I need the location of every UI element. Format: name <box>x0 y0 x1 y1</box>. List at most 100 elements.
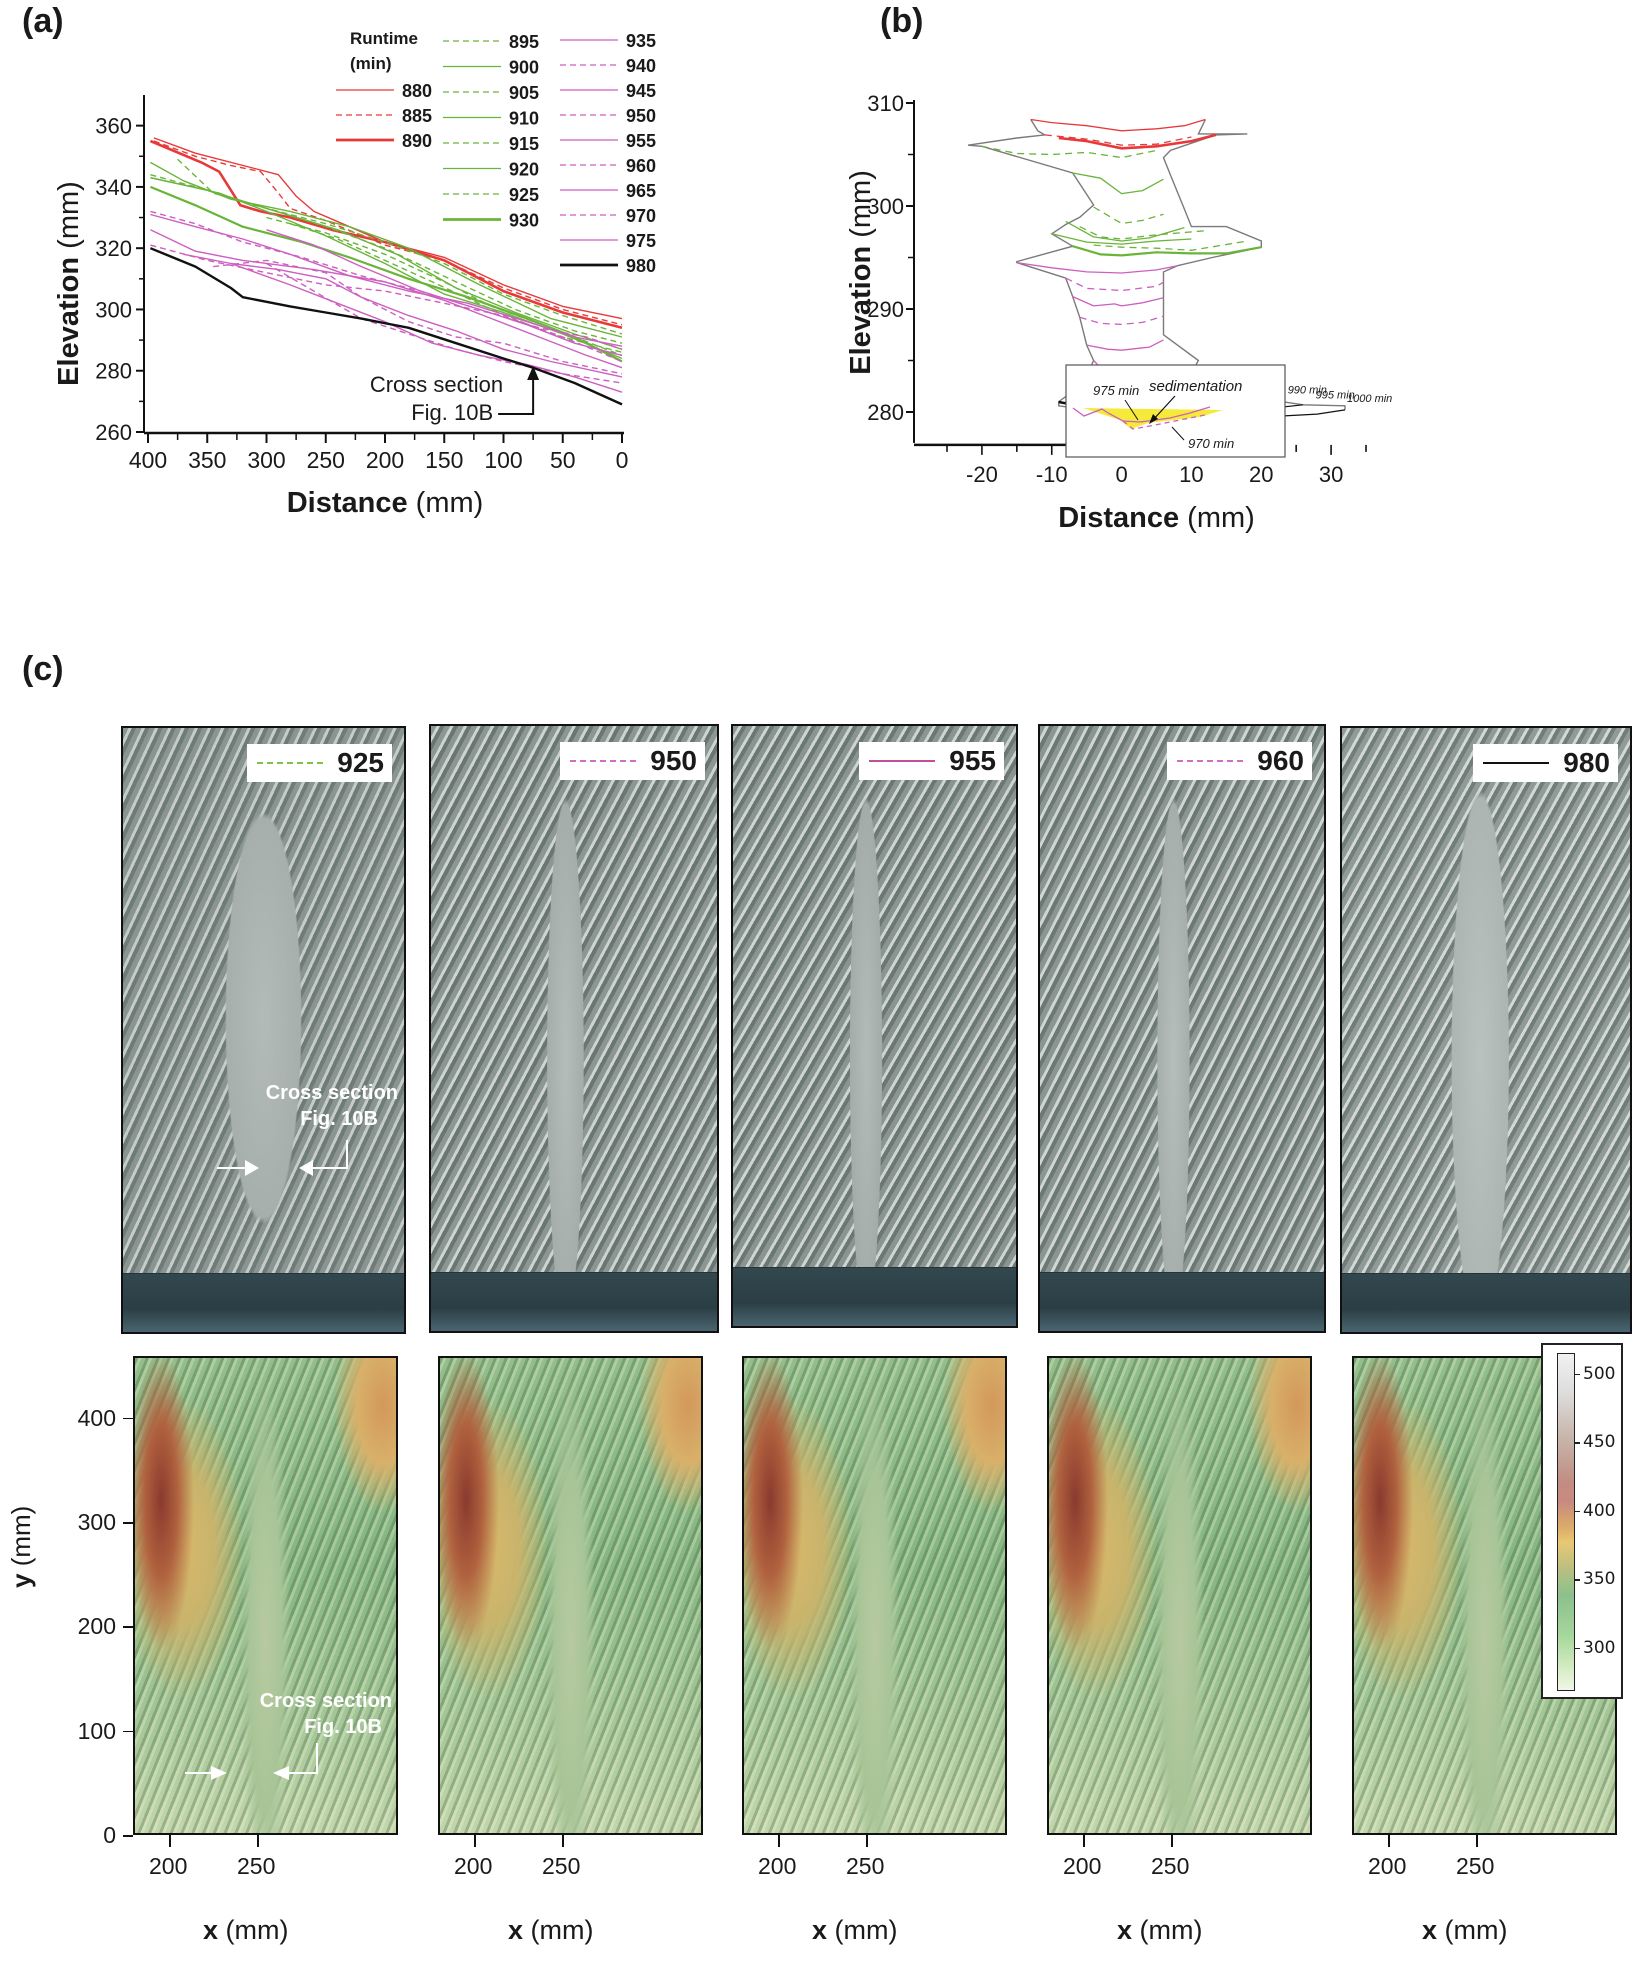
arrow-left-head <box>299 1160 313 1176</box>
legend-label-890: 890 <box>402 131 432 151</box>
y-tick-label: 280 <box>867 400 904 425</box>
photo-terrain <box>1342 728 1630 1332</box>
experiment-photo-950: 950 <box>429 724 719 1333</box>
colorbar-tick-label: 350 <box>1583 1569 1616 1590</box>
x-tick-label: 50 <box>550 447 576 473</box>
photo-basin-strip <box>123 1273 404 1332</box>
series-line-920 <box>1051 233 1192 245</box>
series-line-900 <box>1072 172 1164 195</box>
series-line-940 <box>1065 277 1164 292</box>
series-line-930 <box>149 185 623 363</box>
x-axis-label-bold: Distance <box>287 487 416 519</box>
annotation-leader <box>498 377 535 415</box>
cross-section-arrows <box>217 1140 348 1176</box>
legend-label-895: 895 <box>509 32 539 52</box>
dem-x-axis-label-unit: (mm) <box>834 1915 898 1945</box>
photo-terrain <box>1040 726 1324 1331</box>
colorbar-tick <box>1574 1510 1580 1513</box>
runtime-tag: 925 <box>247 744 392 782</box>
legend-label-880: 880 <box>402 81 432 101</box>
dem-x-axis-label: x (mm) <box>203 1915 289 1946</box>
dem-y-tick-label: 200 <box>77 1613 116 1640</box>
dem-x-axis-label-bold: x <box>812 1915 828 1945</box>
y-tick-label: 340 <box>95 175 132 200</box>
photo-terrain <box>431 726 717 1331</box>
colorbar-tick-label: 300 <box>1583 1637 1616 1658</box>
photo-basin-strip <box>431 1272 717 1331</box>
y-axis-label-unit: (mm) <box>53 181 85 249</box>
dem-x-tick <box>257 1835 259 1847</box>
dem-y-tick-label: 100 <box>77 1717 116 1744</box>
runtime-tag-swatch <box>570 760 637 762</box>
inset-label-sedimentation: sedimentation <box>1149 378 1242 395</box>
x-tick-label: 250 <box>307 447 345 473</box>
series-line-960 <box>213 259 623 375</box>
dem-x-axis-label: x (mm) <box>1117 1915 1203 1946</box>
dem-y-axis-label: y (mm) <box>6 1506 37 1588</box>
series-line-915 <box>1079 226 1206 240</box>
experiment-photo-960: 960 <box>1038 724 1326 1333</box>
dem-y-tick <box>123 1835 133 1837</box>
y-axis-label-bold: Elevation <box>53 249 85 386</box>
series-line-955 <box>150 229 623 369</box>
dem-y-axis-label-unit: (mm) <box>6 1505 36 1567</box>
y-axis-label-bold: Elevation <box>845 238 877 375</box>
dem-y-axis-label-bold: y <box>6 1573 36 1588</box>
legend-label-920: 920 <box>509 160 539 180</box>
y-tick-label: 320 <box>95 236 132 261</box>
series-line-880 <box>1030 118 1206 132</box>
dem-x-axis-label: x (mm) <box>812 1915 898 1946</box>
legend-label-975: 975 <box>626 231 656 251</box>
x-tick-label: 150 <box>425 447 463 473</box>
dem-x-axis-label-bold: x <box>1117 1915 1133 1945</box>
arrow-left-shaft <box>311 1140 348 1169</box>
x-tick-label: 30 <box>1319 462 1343 487</box>
colorbar-tick <box>1574 1579 1580 1581</box>
legend-label-955: 955 <box>626 131 656 151</box>
inset-leader-970 <box>1171 426 1185 441</box>
series-line-950 <box>150 244 623 363</box>
dem-x-tick-label: 200 <box>758 1853 797 1879</box>
y-tick-label: 310 <box>867 91 904 116</box>
dem-y-tick <box>123 1417 133 1420</box>
note-line-2: Fig. 10B <box>300 1108 378 1130</box>
colorbar-gradient <box>1557 1353 1575 1691</box>
series-line-950 <box>1079 315 1164 326</box>
inset-arrowhead <box>1149 414 1158 424</box>
series-line-975 <box>230 262 623 393</box>
experiment-photo-955: 955 <box>731 724 1018 1328</box>
runtime-tag-label: 960 <box>1257 745 1304 776</box>
series-line-885 <box>1044 134 1192 146</box>
series-line-885 <box>153 140 623 326</box>
arrow-left-head <box>273 1766 289 1780</box>
colorbar-tick-label: 450 <box>1583 1432 1616 1453</box>
inset-label-970: 970 min <box>1188 436 1234 451</box>
dem-x-tick-label: 250 <box>237 1853 276 1879</box>
dem-x-tick <box>866 1835 868 1847</box>
series-line-890 <box>1058 133 1217 150</box>
dem-x-axis-label-unit: (mm) <box>1444 1915 1508 1945</box>
inset-sedimentation: 975 min sedimentation 970 min <box>1065 364 1286 458</box>
x-tick-label: -10 <box>1036 462 1068 487</box>
panel-label-b: (b) <box>880 2 924 40</box>
legend-label-945: 945 <box>626 81 656 101</box>
x-tick-label: 200 <box>366 447 404 473</box>
inset-leader-975 <box>1124 399 1139 421</box>
legend: Runtime (min) 880 885 890 895 900 905 910 915 920 9… <box>336 29 656 276</box>
dem-x-tick-label: 200 <box>149 1853 188 1879</box>
dem-y-tick-label: 0 <box>103 1822 116 1848</box>
runtime-tag: 980 <box>1473 744 1618 782</box>
series-line-945 <box>1072 296 1164 307</box>
dem-y-tick <box>123 1730 133 1733</box>
dem-x-tick <box>778 1835 780 1847</box>
note-line-2: Fig. 10B <box>304 1716 382 1738</box>
dem-x-axis-label-bold: x <box>508 1915 524 1945</box>
runtime-tag: 950 <box>560 742 705 780</box>
series-line-905 <box>150 174 623 344</box>
x-tick-label: 400 <box>129 447 167 473</box>
x-axis-label-unit: (mm) <box>416 487 484 519</box>
dem-y-tick <box>123 1522 133 1524</box>
x-tick-label: 350 <box>188 447 226 473</box>
dem-hillshade <box>1049 1358 1310 1833</box>
dem-x-tick <box>1083 1835 1085 1847</box>
